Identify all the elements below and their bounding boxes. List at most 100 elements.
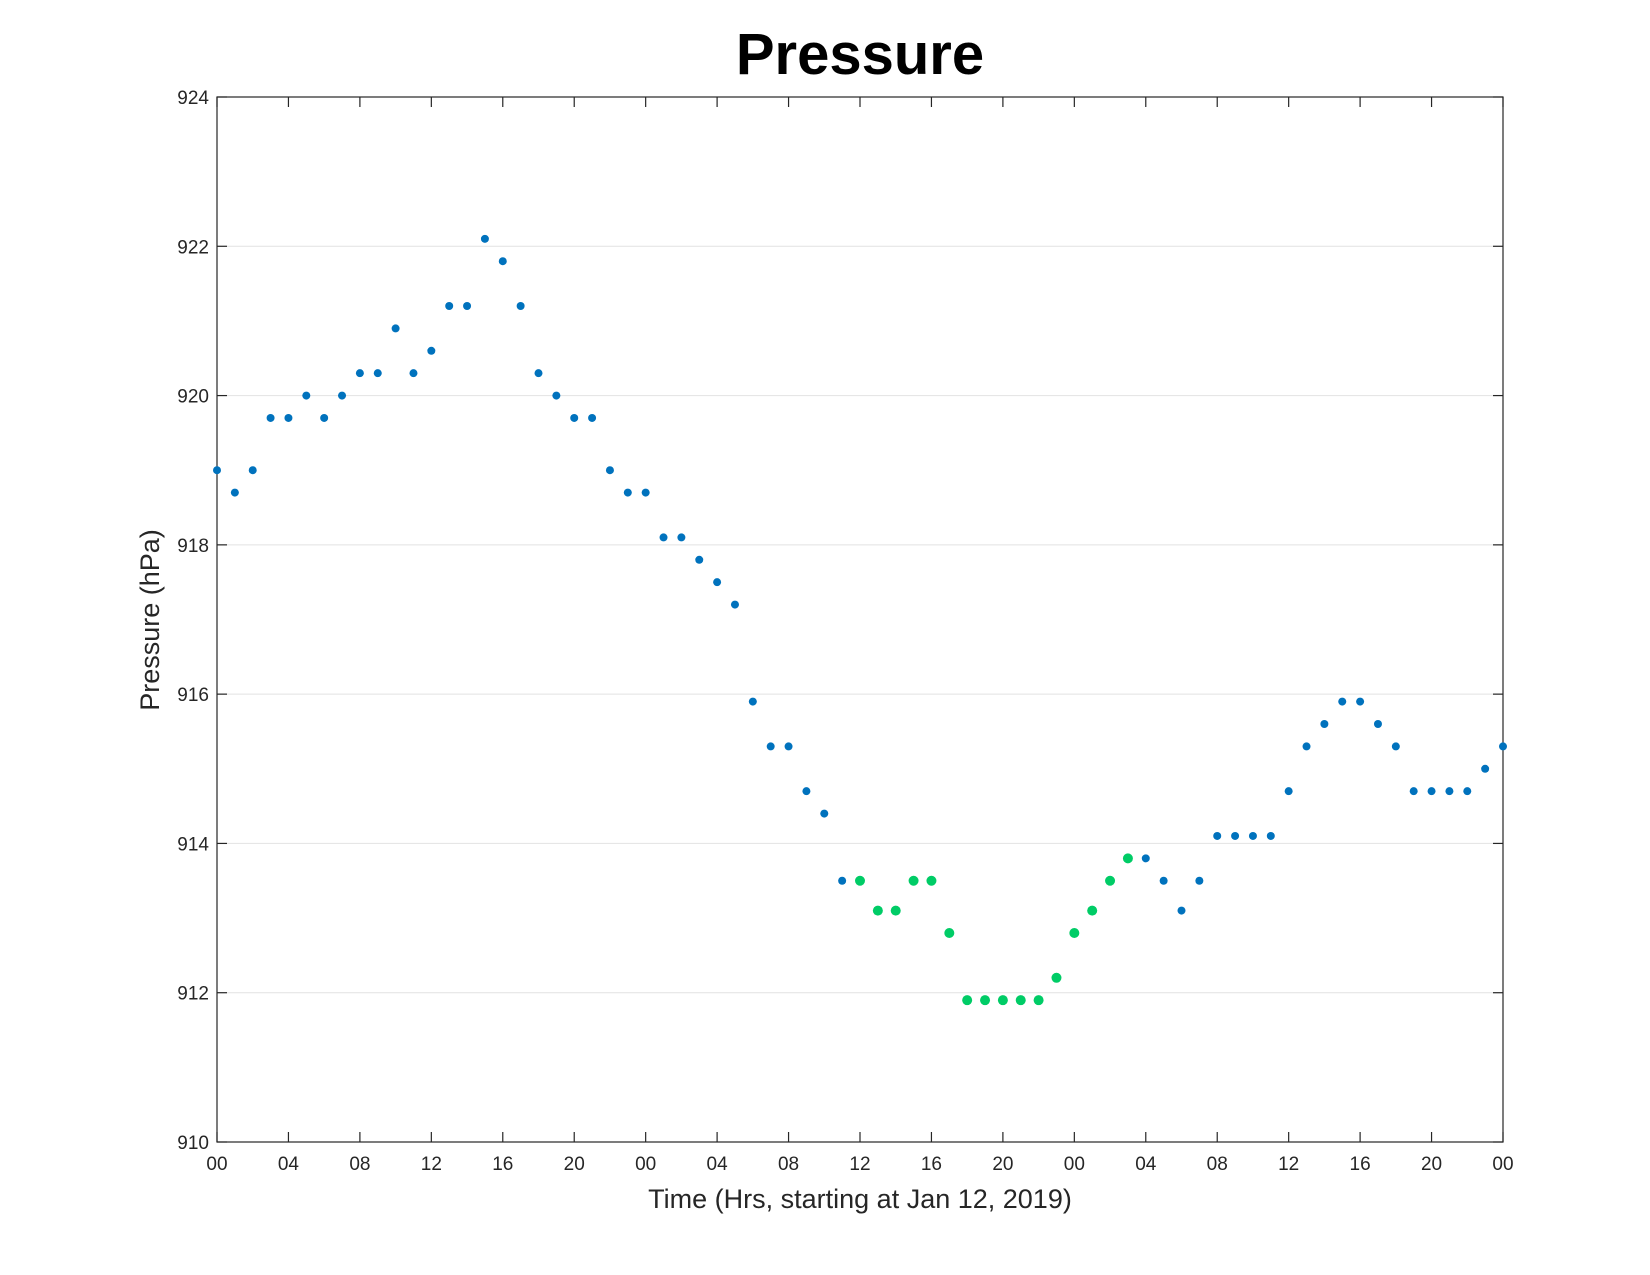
x-tick-label: 04 <box>278 1154 300 1175</box>
data-point-highlighted <box>1033 995 1044 1006</box>
data-point <box>373 369 382 378</box>
data-point <box>445 302 454 310</box>
x-tick-label: 12 <box>1278 1154 1299 1175</box>
data-point-highlighted <box>872 905 883 916</box>
data-point <box>784 742 793 751</box>
data-point <box>1481 764 1490 773</box>
data-point <box>409 369 418 378</box>
data-point <box>320 413 329 422</box>
data-point <box>1177 906 1186 915</box>
data-point <box>570 413 579 422</box>
data-point <box>695 555 704 564</box>
x-tick-label: 08 <box>349 1154 370 1175</box>
data-point <box>284 413 293 422</box>
y-tick-label: 914 <box>177 834 209 855</box>
x-tick-label: 20 <box>992 1154 1013 1175</box>
plot-frame <box>216 96 1504 1143</box>
data-point <box>248 466 257 475</box>
x-tick-label: 08 <box>778 1154 799 1175</box>
data-points <box>213 234 1507 1006</box>
data-point <box>820 809 829 818</box>
data-point <box>713 578 722 587</box>
y-tick-label: 918 <box>177 536 209 557</box>
y-tick-label: 924 <box>177 88 209 109</box>
data-point-highlighted <box>1122 853 1133 864</box>
y-tick-label: 916 <box>177 685 209 706</box>
data-point <box>1231 831 1240 840</box>
data-point <box>427 346 436 355</box>
data-point-highlighted <box>1105 875 1116 886</box>
y-tick-label: 912 <box>177 984 209 1005</box>
data-point <box>1141 854 1150 863</box>
y-tick-label: 920 <box>177 387 209 408</box>
data-point-highlighted <box>908 875 919 886</box>
data-point <box>1284 787 1293 796</box>
data-point <box>302 391 311 400</box>
data-point-highlighted <box>890 905 901 916</box>
x-tick-label: 00 <box>1064 1154 1085 1175</box>
data-point <box>534 369 543 378</box>
data-point <box>838 876 847 885</box>
data-point <box>623 488 632 497</box>
x-tick-label: 16 <box>1350 1154 1371 1175</box>
data-point <box>1195 876 1204 885</box>
data-point <box>1463 787 1472 796</box>
data-point <box>605 466 614 475</box>
x-tick-label: 20 <box>564 1154 585 1175</box>
data-point <box>338 391 347 400</box>
data-point <box>1213 831 1222 840</box>
x-tick-label: 04 <box>1135 1154 1157 1175</box>
data-point <box>1499 742 1507 751</box>
x-tick-label: 16 <box>921 1154 942 1175</box>
data-point <box>802 787 811 796</box>
data-point <box>355 369 364 378</box>
data-point <box>659 533 668 542</box>
data-point <box>1391 742 1400 751</box>
data-point <box>1373 720 1382 728</box>
data-point <box>463 302 472 310</box>
data-point <box>1445 787 1454 796</box>
y-tick-label: 922 <box>177 237 209 258</box>
data-point-highlighted <box>980 995 991 1006</box>
data-point <box>730 600 739 609</box>
y-tick-label: 910 <box>177 1133 209 1154</box>
x-tick-label: 00 <box>1492 1154 1513 1175</box>
data-point <box>266 413 275 422</box>
data-point <box>1302 742 1311 751</box>
data-point-highlighted <box>1015 995 1026 1006</box>
x-tick-label: 08 <box>1207 1154 1228 1175</box>
data-point-highlighted <box>1087 905 1098 916</box>
data-point-highlighted <box>962 995 973 1006</box>
data-point-highlighted <box>1051 972 1062 983</box>
data-point <box>1320 720 1329 728</box>
data-point-highlighted <box>944 928 955 938</box>
x-tick-label: 04 <box>707 1154 729 1175</box>
x-tick-label: 00 <box>206 1154 227 1175</box>
tick-labels: 910 912 914 916 918 920 922 924 00 04 08 12 16 20 00 04… <box>177 88 1513 1175</box>
data-point <box>1356 697 1365 706</box>
x-tick-label: 12 <box>849 1154 870 1175</box>
data-point <box>1248 831 1257 840</box>
data-point <box>748 697 757 706</box>
data-point <box>1266 831 1275 840</box>
x-tick-label: 12 <box>421 1154 442 1175</box>
data-point <box>1409 787 1418 796</box>
data-point <box>641 488 650 497</box>
chart-title: Pressure <box>736 22 984 87</box>
data-point <box>516 302 525 310</box>
data-point <box>1159 876 1168 885</box>
data-point <box>391 324 400 333</box>
x-tick-label: 16 <box>492 1154 513 1175</box>
y-axis-label: Pressure (hPa) <box>135 529 165 711</box>
data-point <box>1338 697 1347 706</box>
data-point <box>677 533 686 542</box>
data-point <box>213 466 221 475</box>
data-point <box>1427 787 1436 796</box>
data-point <box>766 742 775 751</box>
data-point <box>230 488 239 497</box>
data-point <box>480 234 489 243</box>
data-point-highlighted <box>1069 928 1080 938</box>
data-point-highlighted <box>855 875 865 886</box>
